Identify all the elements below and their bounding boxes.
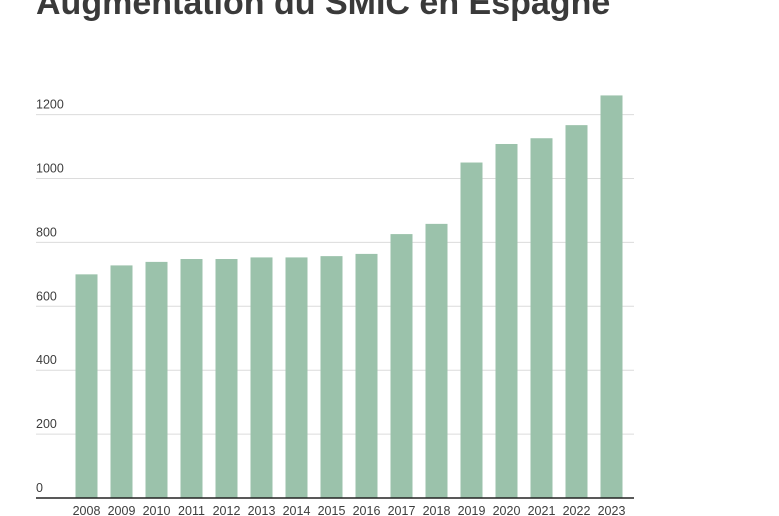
chart-title: Augmentation du SMIC en Espagne <box>36 0 611 22</box>
x-tick-label: 2012 <box>213 504 241 516</box>
bar <box>180 259 203 498</box>
x-axis-ticks: 2008 2009 2010 2011 2012 2013 2014 2015 2016 2017… <box>73 504 626 516</box>
bar <box>320 256 343 498</box>
x-tick-label: 2019 <box>458 504 486 516</box>
x-tick-label: 2020 <box>493 504 521 516</box>
x-tick-label: 2011 <box>178 504 205 516</box>
x-tick-label: 2008 <box>73 504 101 516</box>
x-tick-label: 2013 <box>248 504 276 516</box>
x-tick-label: 2021 <box>528 504 556 516</box>
bar <box>285 257 308 498</box>
x-tick-label: 2015 <box>318 504 346 516</box>
bar <box>530 138 553 499</box>
bar <box>495 143 518 498</box>
x-tick-label: 2014 <box>283 504 311 516</box>
x-tick-label: 2017 <box>388 504 416 516</box>
bars <box>75 95 623 499</box>
bar <box>390 234 413 498</box>
x-tick-label: 2023 <box>598 504 626 516</box>
bar <box>355 253 378 498</box>
x-tick-label: 2009 <box>108 504 136 516</box>
bar <box>250 257 273 498</box>
y-tick-label: 800 <box>36 225 57 239</box>
y-tick-label: 0 <box>36 481 43 495</box>
y-tick-label: 1000 <box>36 162 64 176</box>
bar <box>110 265 133 498</box>
bar <box>460 162 483 498</box>
y-tick-label: 600 <box>36 289 57 303</box>
bar <box>425 223 448 498</box>
bar <box>75 274 98 498</box>
x-tick-label: 2018 <box>423 504 451 516</box>
bar <box>215 259 238 498</box>
y-tick-label: 400 <box>36 353 57 367</box>
x-tick-label: 2010 <box>143 504 171 516</box>
x-tick-label: 2022 <box>563 504 591 516</box>
y-tick-label: 1200 <box>36 98 64 112</box>
bar <box>145 261 168 498</box>
bar <box>565 125 588 499</box>
bar <box>600 95 623 499</box>
y-tick-label: 200 <box>36 417 57 431</box>
y-axis-ticks: 0 200 400 600 800 1000 1200 <box>36 98 64 495</box>
x-tick-label: 2016 <box>353 504 381 516</box>
